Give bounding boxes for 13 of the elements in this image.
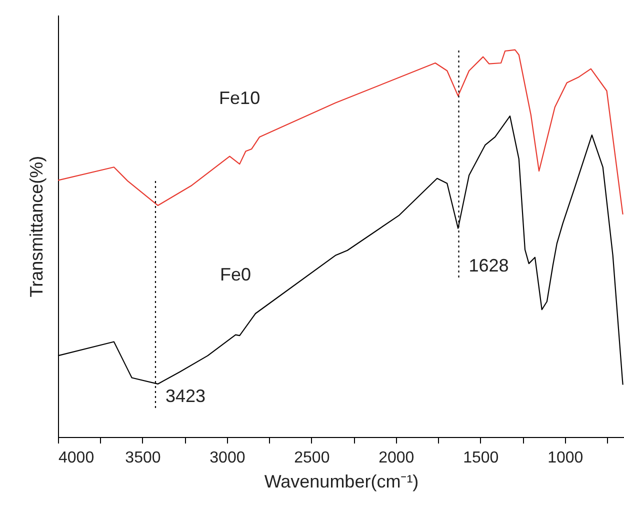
x-tick-label: 3500 <box>125 450 161 466</box>
y-axis-title: Transmittance(%) <box>26 156 46 298</box>
annotation: 3423 <box>165 386 206 406</box>
x-tick-label: 2000 <box>378 450 414 466</box>
x-tick-label: 1500 <box>463 450 499 466</box>
x-tick-label: 3000 <box>210 450 246 466</box>
series-label: Fe10 <box>219 88 260 108</box>
x-tick-label: 1000 <box>548 450 584 466</box>
annotation: 1628 <box>468 255 509 276</box>
x-axis-title: Wavenumber(cm⁻¹) <box>264 472 419 492</box>
x-tick-label: 2500 <box>294 450 330 466</box>
series-label: Fe0 <box>220 264 252 284</box>
x-tick-label: 4000 <box>58 450 94 466</box>
